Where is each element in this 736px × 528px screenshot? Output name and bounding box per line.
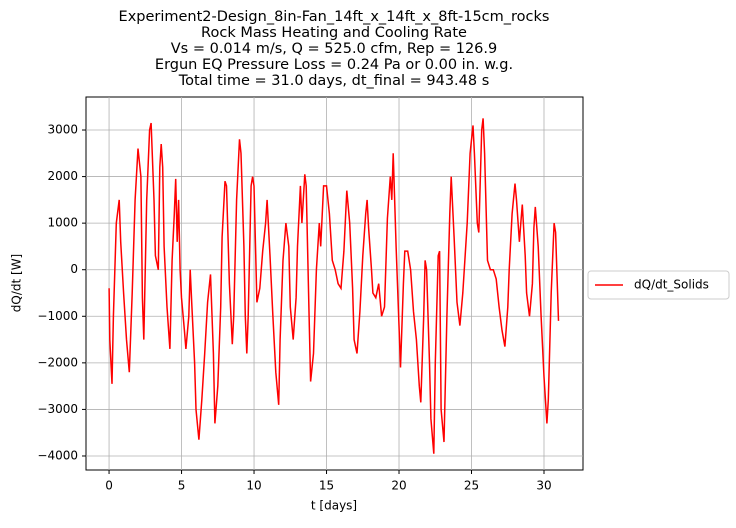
chart-title: Total time = 31.0 days, dt_final = 943.4… <box>178 73 490 89</box>
y-tick-label: 3000 <box>47 123 78 137</box>
x-tick-label: 20 <box>391 479 406 493</box>
y-tick-label: 0 <box>70 262 78 276</box>
legend-label: dQ/dt_Solids <box>634 278 709 292</box>
plot-frame <box>85 96 584 471</box>
x-tick-label: 25 <box>464 479 479 493</box>
x-tick-label: 10 <box>246 479 261 493</box>
x-tick-label: 0 <box>105 479 113 493</box>
x-axis-label: t [days] <box>311 499 357 513</box>
chart-title: Experiment2-Design_8in-Fan_14ft_x_14ft_x… <box>119 9 550 25</box>
x-tick-label: 5 <box>178 479 186 493</box>
y-tick-label: 1000 <box>47 216 78 230</box>
y-tick-label: 2000 <box>47 169 78 183</box>
y-axis-label: dQ/dt [W] <box>10 254 24 312</box>
chart-title: Ergun EQ Pressure Loss = 0.24 Pa or 0.00… <box>155 57 513 73</box>
y-tick-label: −4000 <box>37 448 78 462</box>
x-tick-label: 30 <box>536 479 551 493</box>
data-line <box>108 118 560 454</box>
y-tick-label: −1000 <box>37 309 78 323</box>
y-tick-label: −2000 <box>37 355 78 369</box>
x-tick-label: 15 <box>319 479 334 493</box>
y-tick-label: −3000 <box>37 402 78 416</box>
chart-title: Vs = 0.014 m/s, Q = 525.0 cfm, Rep = 126… <box>171 41 498 57</box>
legend-box <box>587 270 730 300</box>
chart-title: Rock Mass Heating and Cooling Rate <box>201 25 467 41</box>
